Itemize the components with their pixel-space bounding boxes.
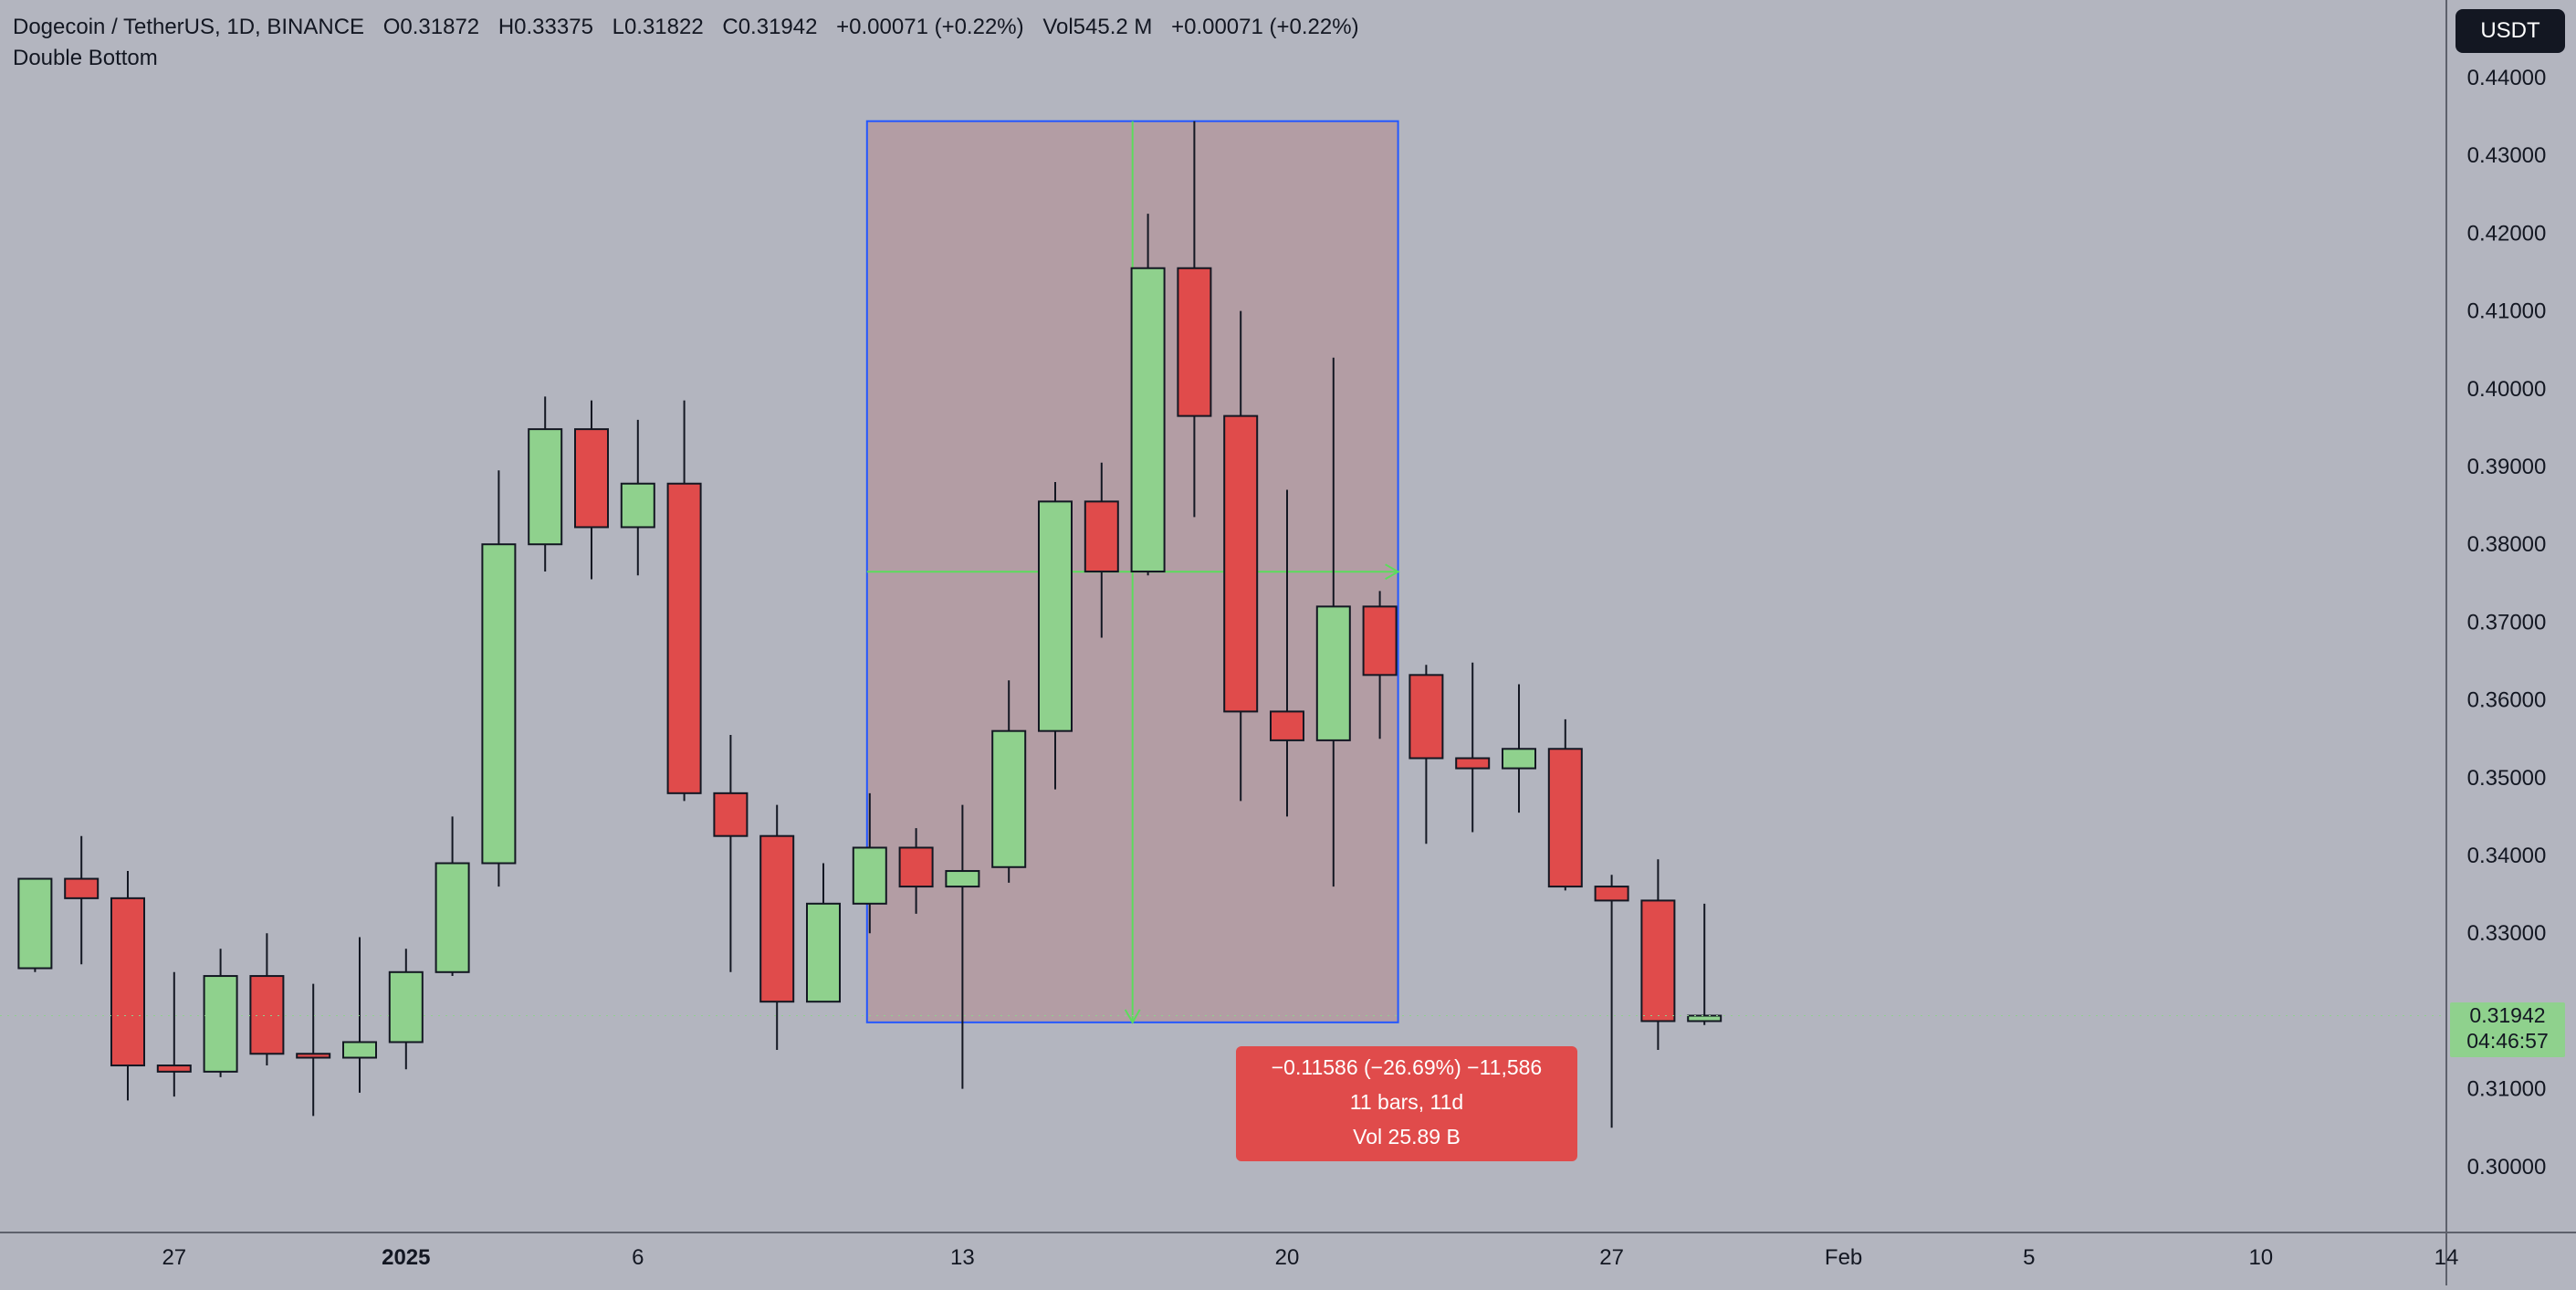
candle-down (1362, 605, 1398, 676)
price-tick-label: 0.30000 (2467, 1155, 2547, 1180)
candle-down (666, 482, 702, 794)
candle-down (1223, 414, 1259, 713)
candle-up (806, 902, 841, 1003)
candle-down (296, 1053, 331, 1059)
measure-arrow-right (1385, 563, 1400, 581)
candle-down (713, 792, 749, 837)
time-tick-label: 10 (2248, 1245, 2273, 1270)
time-tick-label: 13 (950, 1245, 975, 1270)
candle-up (945, 870, 980, 888)
time-tick-label: 27 (1599, 1245, 1624, 1270)
price-tick-label: 0.41000 (2467, 299, 2547, 324)
candle-down (1084, 500, 1119, 573)
symbol-legend: Dogecoin / TetherUS, 1D, BINANCE O0.3187… (13, 15, 1372, 40)
candle-up (435, 862, 470, 973)
candle-down (898, 846, 934, 888)
candle-up (1130, 267, 1166, 573)
time-tick-label: 6 (632, 1245, 644, 1270)
price-tick-label: 0.44000 (2467, 66, 2547, 90)
candle-down (1455, 757, 1491, 770)
measure-volume: Vol 25.89 B (1353, 1125, 1461, 1148)
time-tick-label: 5 (2023, 1245, 2035, 1270)
open-value: O0.31872 (382, 15, 480, 39)
price-tick-label: 0.34000 (2467, 844, 2547, 868)
measure-bars: 11 bars, 11d (1349, 1090, 1464, 1114)
time-tick-label: Feb (1825, 1245, 1862, 1270)
time-tick-label: 20 (1275, 1245, 1300, 1270)
candle-down (64, 877, 99, 899)
volume-value: Vol545.2 M (1042, 15, 1153, 39)
change-value: +0.00071 (+0.22%) (836, 15, 1024, 39)
price-tick-label: 0.43000 (2467, 143, 2547, 168)
measure-change: −0.11586 (−26.69%) −11,586 (1271, 1055, 1543, 1079)
candle-up (481, 543, 517, 865)
candle-up (17, 877, 53, 970)
candle-up (1038, 500, 1073, 732)
time-tick-label: 27 (162, 1245, 186, 1270)
volume-change-value: +0.00071 (+0.22%) (1171, 15, 1359, 39)
measure-info-box: −0.11586 (−26.69%) −11,586 11 bars, 11d … (1236, 1046, 1577, 1161)
price-tick-label: 0.31000 (2467, 1077, 2547, 1102)
candles (0, 121, 2446, 1128)
candle-up (1687, 1014, 1723, 1023)
price-axis[interactable]: 0.300000.310000.320000.330000.340000.350… (2467, 66, 2547, 1180)
price-tick-label: 0.40000 (2467, 377, 2547, 402)
close-value: C0.31942 (722, 15, 818, 39)
price-tick-label: 0.42000 (2467, 221, 2547, 246)
measure-arrow-down (1124, 1009, 1141, 1024)
indicator-legend[interactable]: Double Bottom (13, 46, 158, 70)
symbol-name[interactable]: Dogecoin / TetherUS, 1D, BINANCE (13, 15, 365, 39)
candle-up (203, 975, 238, 1073)
time-axis[interactable]: 27 2025 6 13 20 27 Feb 5 10 14 (162, 1245, 2458, 1270)
candle-down (574, 428, 609, 529)
time-tick-label: 2025 (382, 1245, 430, 1270)
candle-up (528, 428, 563, 546)
last-price: 0.31942 (2469, 1003, 2546, 1027)
candle-up (991, 729, 1027, 868)
candle-up (1315, 605, 1351, 741)
candle-down (249, 975, 285, 1055)
candle-up (852, 846, 887, 905)
time-tick-label: 14 (2435, 1245, 2459, 1270)
price-tick-label: 0.33000 (2467, 921, 2547, 946)
candle-up (620, 482, 655, 529)
last-price-label: 0.31942 04:46:57 (2450, 1002, 2565, 1057)
price-tick-label: 0.39000 (2467, 455, 2547, 479)
candle-down (1270, 710, 1304, 741)
candle-down (1594, 886, 1629, 902)
candle-up (342, 1041, 377, 1059)
candle-down (759, 834, 795, 1003)
candle-up (1502, 748, 1536, 770)
price-tick-label: 0.37000 (2467, 610, 2547, 635)
candle-down (1177, 267, 1212, 417)
price-tick-label: 0.35000 (2467, 766, 2547, 791)
candle-down (156, 1065, 192, 1073)
low-value: L0.31822 (612, 15, 704, 39)
currency-button[interactable]: USDT (2456, 9, 2565, 53)
candle-down (110, 897, 145, 1067)
price-tick-label: 0.36000 (2467, 688, 2547, 713)
price-tick-label: 0.38000 (2467, 532, 2547, 557)
candle-down (1547, 748, 1583, 888)
candle-countdown: 04:46:57 (2466, 1029, 2549, 1053)
high-value: H0.33375 (497, 15, 593, 39)
candle-up (388, 970, 424, 1044)
candle-down (1640, 899, 1676, 1023)
candle-down (1408, 674, 1444, 760)
